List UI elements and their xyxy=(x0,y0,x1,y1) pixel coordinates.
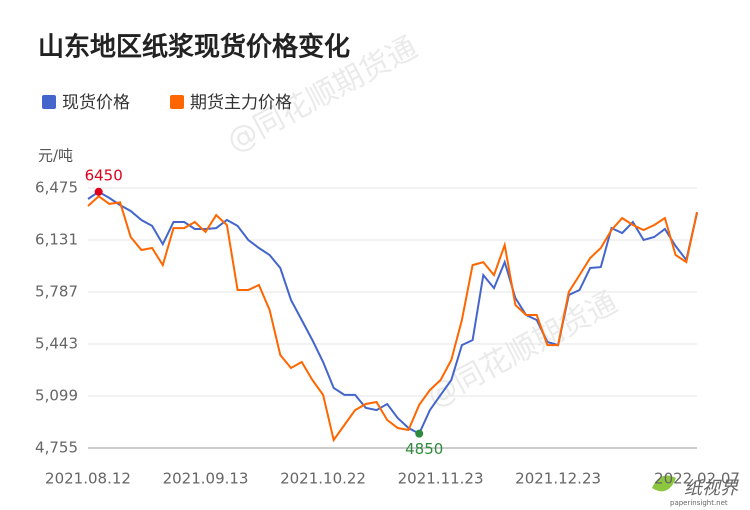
legend-swatch xyxy=(42,95,56,109)
x-tick-label: 2021.11.23 xyxy=(398,470,484,488)
series-line xyxy=(87,195,698,443)
extreme-point xyxy=(415,429,424,438)
legend-label: 期货主力价格 xyxy=(190,93,292,113)
logo-url: paperinsight.net xyxy=(670,499,728,507)
logo-icon xyxy=(652,475,676,492)
y-unit: 元/吨 xyxy=(38,147,73,165)
extreme-point xyxy=(94,187,103,196)
x-tick-label: 2021.08.12 xyxy=(45,470,131,488)
y-tick-label: 6,475 xyxy=(35,179,78,197)
y-tick-label: 4,755 xyxy=(35,439,78,457)
y-tick-label: 5,099 xyxy=(35,387,78,405)
logo-text: 纸视界 xyxy=(684,478,739,499)
x-tick-label: 2021.09.13 xyxy=(163,470,249,488)
x-tick-label: 2022.02.07 xyxy=(654,470,740,488)
y-tick-label: 5,443 xyxy=(35,335,78,353)
legend-swatch xyxy=(170,95,184,109)
watermark: @同花顺期货通 xyxy=(421,285,623,414)
y-tick-label: 6,131 xyxy=(35,231,78,249)
x-tick-label: 2021.12.23 xyxy=(515,470,601,488)
legend-label: 现货价格 xyxy=(62,93,130,113)
y-tick-label: 5,787 xyxy=(35,283,78,301)
x-tick-label: 2021.10.22 xyxy=(280,470,366,488)
chart-title: 山东地区纸浆现货价格变化 xyxy=(38,32,350,63)
annotation: 4850 xyxy=(405,440,443,458)
annotation: 6450 xyxy=(85,166,123,184)
logo: 纸视界 paperinsight.net xyxy=(652,475,739,507)
